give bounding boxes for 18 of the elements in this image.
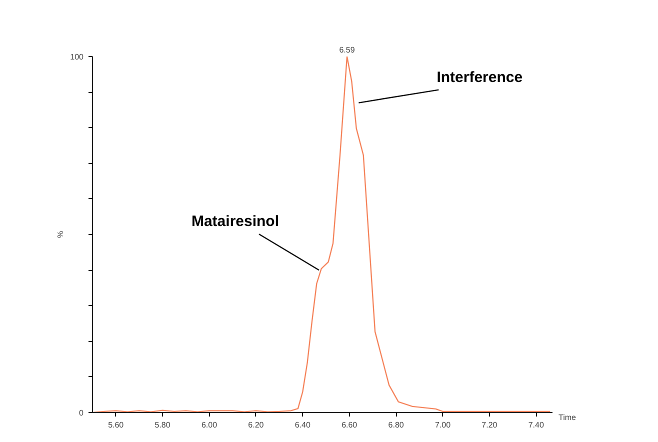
x-tick-label: 6.20 [248, 420, 264, 430]
line-series [92, 56, 551, 412]
x-tick-label: 6.80 [388, 420, 404, 430]
x-tick-label: 7.00 [434, 420, 452, 430]
x-axis-title: Time [558, 413, 577, 422]
x-tick-label: 5.80 [154, 420, 171, 430]
x-tick-label: 6.00 [201, 420, 218, 430]
y-axis-title: % [56, 230, 66, 238]
annotation: 6.59 [339, 46, 356, 54]
x-tick-label: 6.60 [342, 420, 358, 430]
x-tick-label: 7.40 [528, 420, 544, 430]
y-tick-label: 100 [70, 52, 84, 62]
x-tick-label: 7.20 [482, 420, 498, 430]
x-tick-label: 5.60 [108, 420, 124, 430]
y-tick-label: 0 [79, 408, 84, 418]
x-tick-label: 6.40 [294, 420, 311, 430]
annotation: Matairesinol [191, 213, 280, 230]
annotation: Interference [436, 68, 523, 86]
